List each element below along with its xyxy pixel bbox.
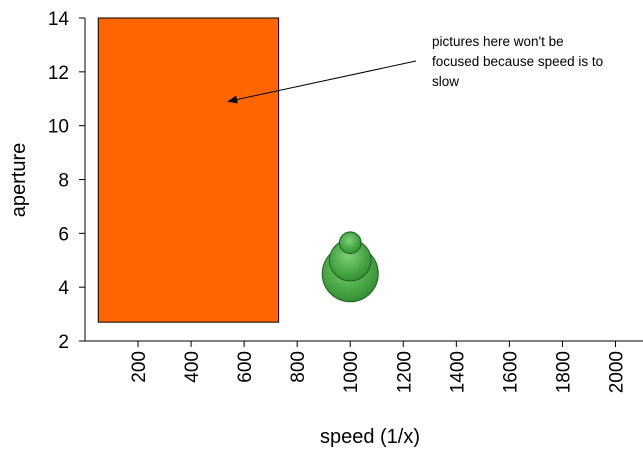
x-tick-label: 1800 [553,351,574,393]
annotation-line-3: slow [432,74,459,89]
y-tick-label: 10 [48,117,69,138]
annotation-line-1: pictures here won't be [432,34,564,49]
y-tick-label: 6 [58,224,69,245]
slow-speed-region [97,17,280,323]
annotation-line-2: focused because speed is to [432,54,603,69]
y-tick-label: 4 [58,278,69,299]
x-tick-label: 1600 [500,351,521,393]
annotation-arrow [227,60,417,104]
plot-area [97,17,379,323]
x-tick-label: 1200 [394,351,415,393]
x-tick-label: 800 [288,351,309,383]
y-tick-label: 2 [58,332,69,353]
y-axis-title: aperture [8,143,30,218]
x-tick-label: 2000 [606,351,627,393]
x-ticks: 200 400 600 800 1000 1200 1400 1600 1800 2000 [129,341,627,393]
x-tick-label: 400 [182,351,203,383]
x-tick-label: 1000 [341,351,362,393]
y-ticks: 2 4 6 8 10 12 14 [48,9,85,353]
y-tick-label: 14 [48,9,70,30]
x-tick-label: 1400 [447,351,468,393]
annotation: pictures here won't be focused because s… [227,34,603,104]
y-tick-label: 12 [48,63,69,84]
x-tick-label: 200 [129,351,150,383]
bubble-point [338,231,362,255]
x-tick-label: 600 [235,351,256,383]
y-tick-label: 8 [58,171,69,192]
x-axis-title: speed (1/x) [320,426,420,448]
